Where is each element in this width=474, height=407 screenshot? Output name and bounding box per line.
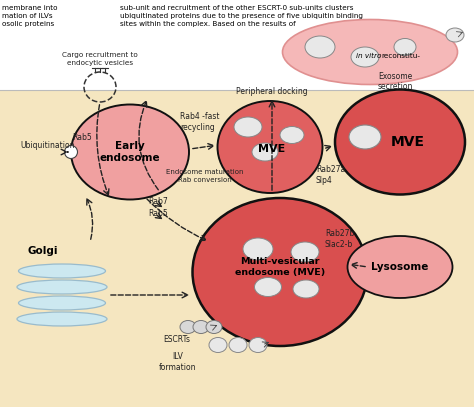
Ellipse shape <box>394 39 416 55</box>
Text: Endosome maturation
Rab conversion: Endosome maturation Rab conversion <box>166 169 244 182</box>
Ellipse shape <box>206 320 222 333</box>
Bar <box>0 0 474 90</box>
Text: Rab27a
Slp4: Rab27a Slp4 <box>316 165 345 185</box>
Ellipse shape <box>249 337 267 352</box>
Ellipse shape <box>18 296 106 310</box>
Ellipse shape <box>347 236 453 298</box>
Text: in vitro: in vitro <box>356 53 382 59</box>
Text: Peripheral docking: Peripheral docking <box>236 88 308 96</box>
Ellipse shape <box>243 238 273 260</box>
Ellipse shape <box>193 320 209 333</box>
Ellipse shape <box>335 90 465 195</box>
Text: membrane into
mation of ILVs
osolic proteins: membrane into mation of ILVs osolic prot… <box>2 5 57 27</box>
Text: Ubiquitination: Ubiquitination <box>20 140 74 149</box>
Text: Lysosome: Lysosome <box>371 262 428 272</box>
Ellipse shape <box>17 312 107 326</box>
Text: MVE: MVE <box>258 144 286 154</box>
Ellipse shape <box>349 125 381 149</box>
Text: Cargo recruitment to
endocytic vesicles: Cargo recruitment to endocytic vesicles <box>62 52 138 66</box>
Ellipse shape <box>293 280 319 298</box>
Ellipse shape <box>351 47 379 67</box>
Text: Exosome
secretion: Exosome secretion <box>377 72 413 92</box>
Ellipse shape <box>209 337 227 352</box>
Ellipse shape <box>234 117 262 137</box>
Text: Rab5: Rab5 <box>148 210 168 219</box>
Ellipse shape <box>17 280 107 294</box>
Bar <box>0 90 474 407</box>
Text: sub-unit and recruitment of the other ESCRT-0 sub-units clusters
ubiquitinated p: sub-unit and recruitment of the other ES… <box>120 5 363 27</box>
Ellipse shape <box>18 264 106 278</box>
Ellipse shape <box>305 36 335 58</box>
Ellipse shape <box>291 242 319 262</box>
Text: Rab7: Rab7 <box>148 197 168 206</box>
Text: MVE: MVE <box>391 135 425 149</box>
Ellipse shape <box>64 145 78 158</box>
Text: ESCRTs: ESCRTs <box>163 335 190 344</box>
Ellipse shape <box>192 198 367 346</box>
Ellipse shape <box>218 101 322 193</box>
Ellipse shape <box>446 28 464 42</box>
Text: Rab27b
Slac2-b: Rab27b Slac2-b <box>325 229 355 249</box>
Text: Multi-vesicular
endosome (MVE): Multi-vesicular endosome (MVE) <box>235 257 325 277</box>
Ellipse shape <box>283 20 457 85</box>
Ellipse shape <box>229 337 247 352</box>
Ellipse shape <box>255 278 282 297</box>
Text: reconstitu-: reconstitu- <box>381 53 420 59</box>
Ellipse shape <box>252 143 278 161</box>
Text: Early
endosome: Early endosome <box>100 141 160 163</box>
Text: ILV
formation: ILV formation <box>159 352 197 372</box>
Ellipse shape <box>71 105 189 199</box>
Text: Golgi: Golgi <box>28 246 58 256</box>
Text: Rab4 -fast
recycling: Rab4 -fast recycling <box>180 112 219 132</box>
Ellipse shape <box>280 127 304 144</box>
Ellipse shape <box>180 320 196 333</box>
Text: Rab5: Rab5 <box>72 133 92 142</box>
